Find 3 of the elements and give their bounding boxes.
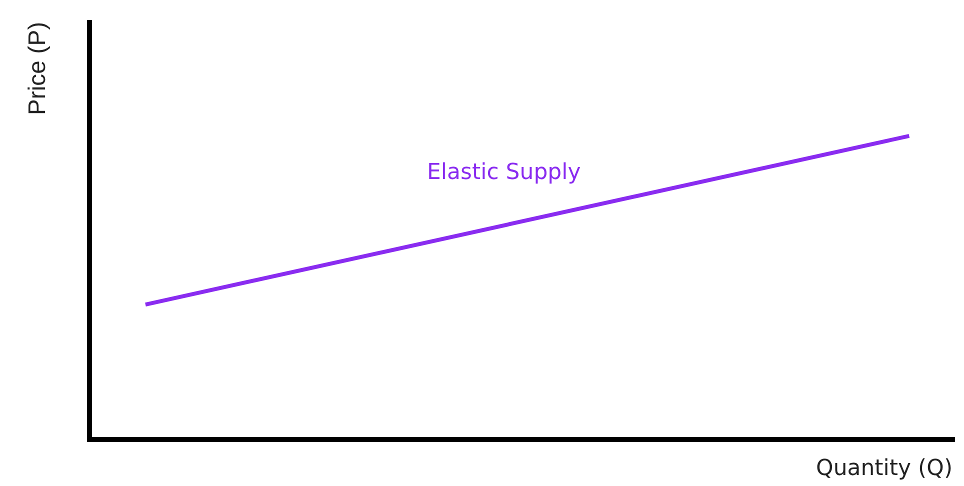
y-axis-title: Price (P) bbox=[24, 22, 52, 116]
series-label: Elastic Supply bbox=[427, 160, 581, 185]
x-axis-title: Quantity (Q) bbox=[816, 456, 953, 481]
